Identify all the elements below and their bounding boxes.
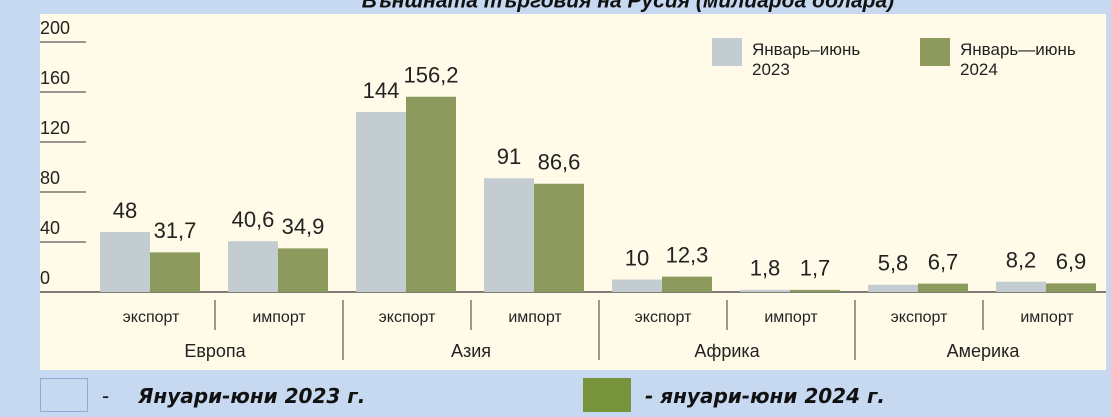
- bar: [1046, 283, 1096, 292]
- legend-label: Январь–июнь 2023: [752, 40, 861, 79]
- chart-title: Външната търговия на Русия (милиарда дол…: [362, 0, 894, 13]
- bar: [228, 241, 278, 292]
- x-tick-label: импорт: [252, 309, 306, 326]
- y-tick-label: 40: [40, 218, 60, 238]
- bar: [356, 112, 406, 292]
- bar: [484, 178, 534, 292]
- x-tick-label: экспорт: [379, 309, 436, 326]
- value-label: 144: [363, 78, 400, 103]
- value-label: 6,9: [1056, 249, 1087, 274]
- value-label: 48: [113, 198, 137, 223]
- y-tick-label: 200: [40, 18, 70, 38]
- x-tick-label: импорт: [764, 309, 818, 326]
- value-label: 10: [625, 245, 649, 270]
- legend-swatch: [712, 38, 742, 66]
- bar: [612, 279, 662, 292]
- x-tick-label: импорт: [1020, 309, 1074, 326]
- legend-prefix: -: [102, 384, 110, 408]
- x-tick-label: экспорт: [891, 309, 948, 326]
- legend-label: Январь—июнь 2024: [960, 40, 1076, 79]
- value-label: 12,3: [666, 242, 709, 267]
- bar: [868, 284, 918, 292]
- y-tick-label: 160: [40, 68, 70, 88]
- value-label: 40,6: [232, 207, 275, 232]
- value-label: 1,8: [750, 256, 781, 281]
- y-tick-label: 120: [40, 118, 70, 138]
- bar: [918, 283, 968, 292]
- bar: [996, 281, 1046, 292]
- x-tick-label: экспорт: [635, 309, 692, 326]
- group-label: Африка: [694, 341, 760, 361]
- bar: [278, 248, 328, 292]
- bar: [534, 183, 584, 292]
- bar: [740, 289, 790, 292]
- bar: [662, 276, 712, 292]
- bar: [150, 252, 200, 292]
- value-label: 34,9: [282, 214, 325, 239]
- value-label: 6,7: [928, 249, 959, 274]
- value-label: 31,7: [154, 218, 197, 243]
- bar: [100, 232, 150, 292]
- y-tick-label: 0: [40, 268, 50, 288]
- x-tick-label: экспорт: [123, 309, 180, 326]
- value-label: 91: [497, 144, 521, 169]
- legend-swatch: [40, 378, 88, 412]
- group-label: Азия: [451, 341, 491, 361]
- value-label: 1,7: [800, 256, 831, 281]
- legend-label: Януари-юни 2023 г.: [138, 384, 366, 408]
- group-label: Европа: [184, 341, 246, 361]
- bar: [406, 96, 456, 292]
- x-tick-label: импорт: [508, 309, 562, 326]
- legend-swatch: [583, 378, 631, 412]
- value-label: 156,2: [403, 63, 458, 88]
- value-label: 8,2: [1006, 248, 1037, 273]
- group-label: Америка: [947, 341, 1021, 361]
- legend-swatch: [920, 38, 950, 66]
- legend-label: - януари-юни 2024 г.: [645, 384, 885, 408]
- value-label: 5,8: [878, 251, 909, 276]
- value-label: 86,6: [538, 150, 581, 175]
- y-tick-label: 80: [40, 168, 60, 188]
- bar: [790, 289, 840, 292]
